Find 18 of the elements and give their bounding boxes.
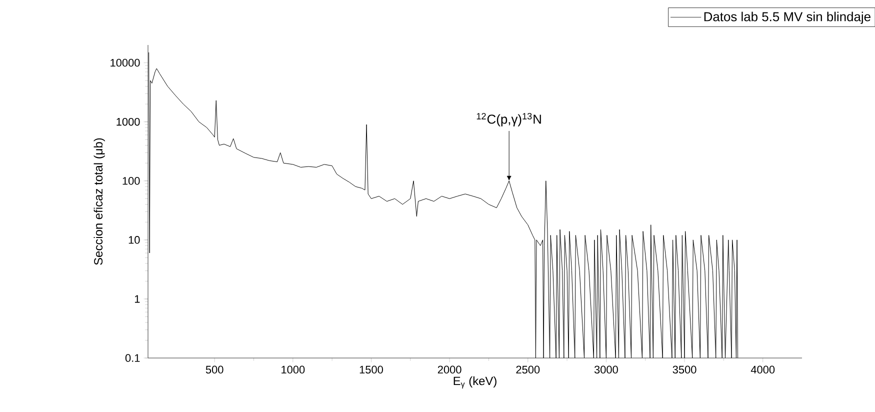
x-tick-label: 1000 [282,366,305,374]
y-tick-label: 10 [128,236,140,244]
y-axis-title: Seccion eficaz total (μb) [94,138,105,265]
annotation: $^{12}$C(p,γ)$^{13}$N [476,112,541,126]
x-tick-label: 500 [206,366,224,374]
x-axis-title: E$_{γ}$ (keV) [454,376,496,388]
x-tick-label: 4000 [750,366,775,374]
y-tick-label: 1000 [116,118,140,126]
x-tick-label: 3000 [594,366,618,374]
y-tick-label: 100 [122,176,140,185]
y-tick-label: 1 [134,295,140,303]
x-tick-label: 2500 [516,366,540,374]
x-tick-label: 2000 [438,366,462,374]
y-tick-label: 0.1 [125,354,140,362]
y-tick-label: 10000 [110,58,140,67]
legend-label: Datos lab 5.5 MV sin blindaje [704,12,870,24]
x-tick-label: 3500 [672,366,696,374]
x-tick-label: 1500 [360,366,383,374]
